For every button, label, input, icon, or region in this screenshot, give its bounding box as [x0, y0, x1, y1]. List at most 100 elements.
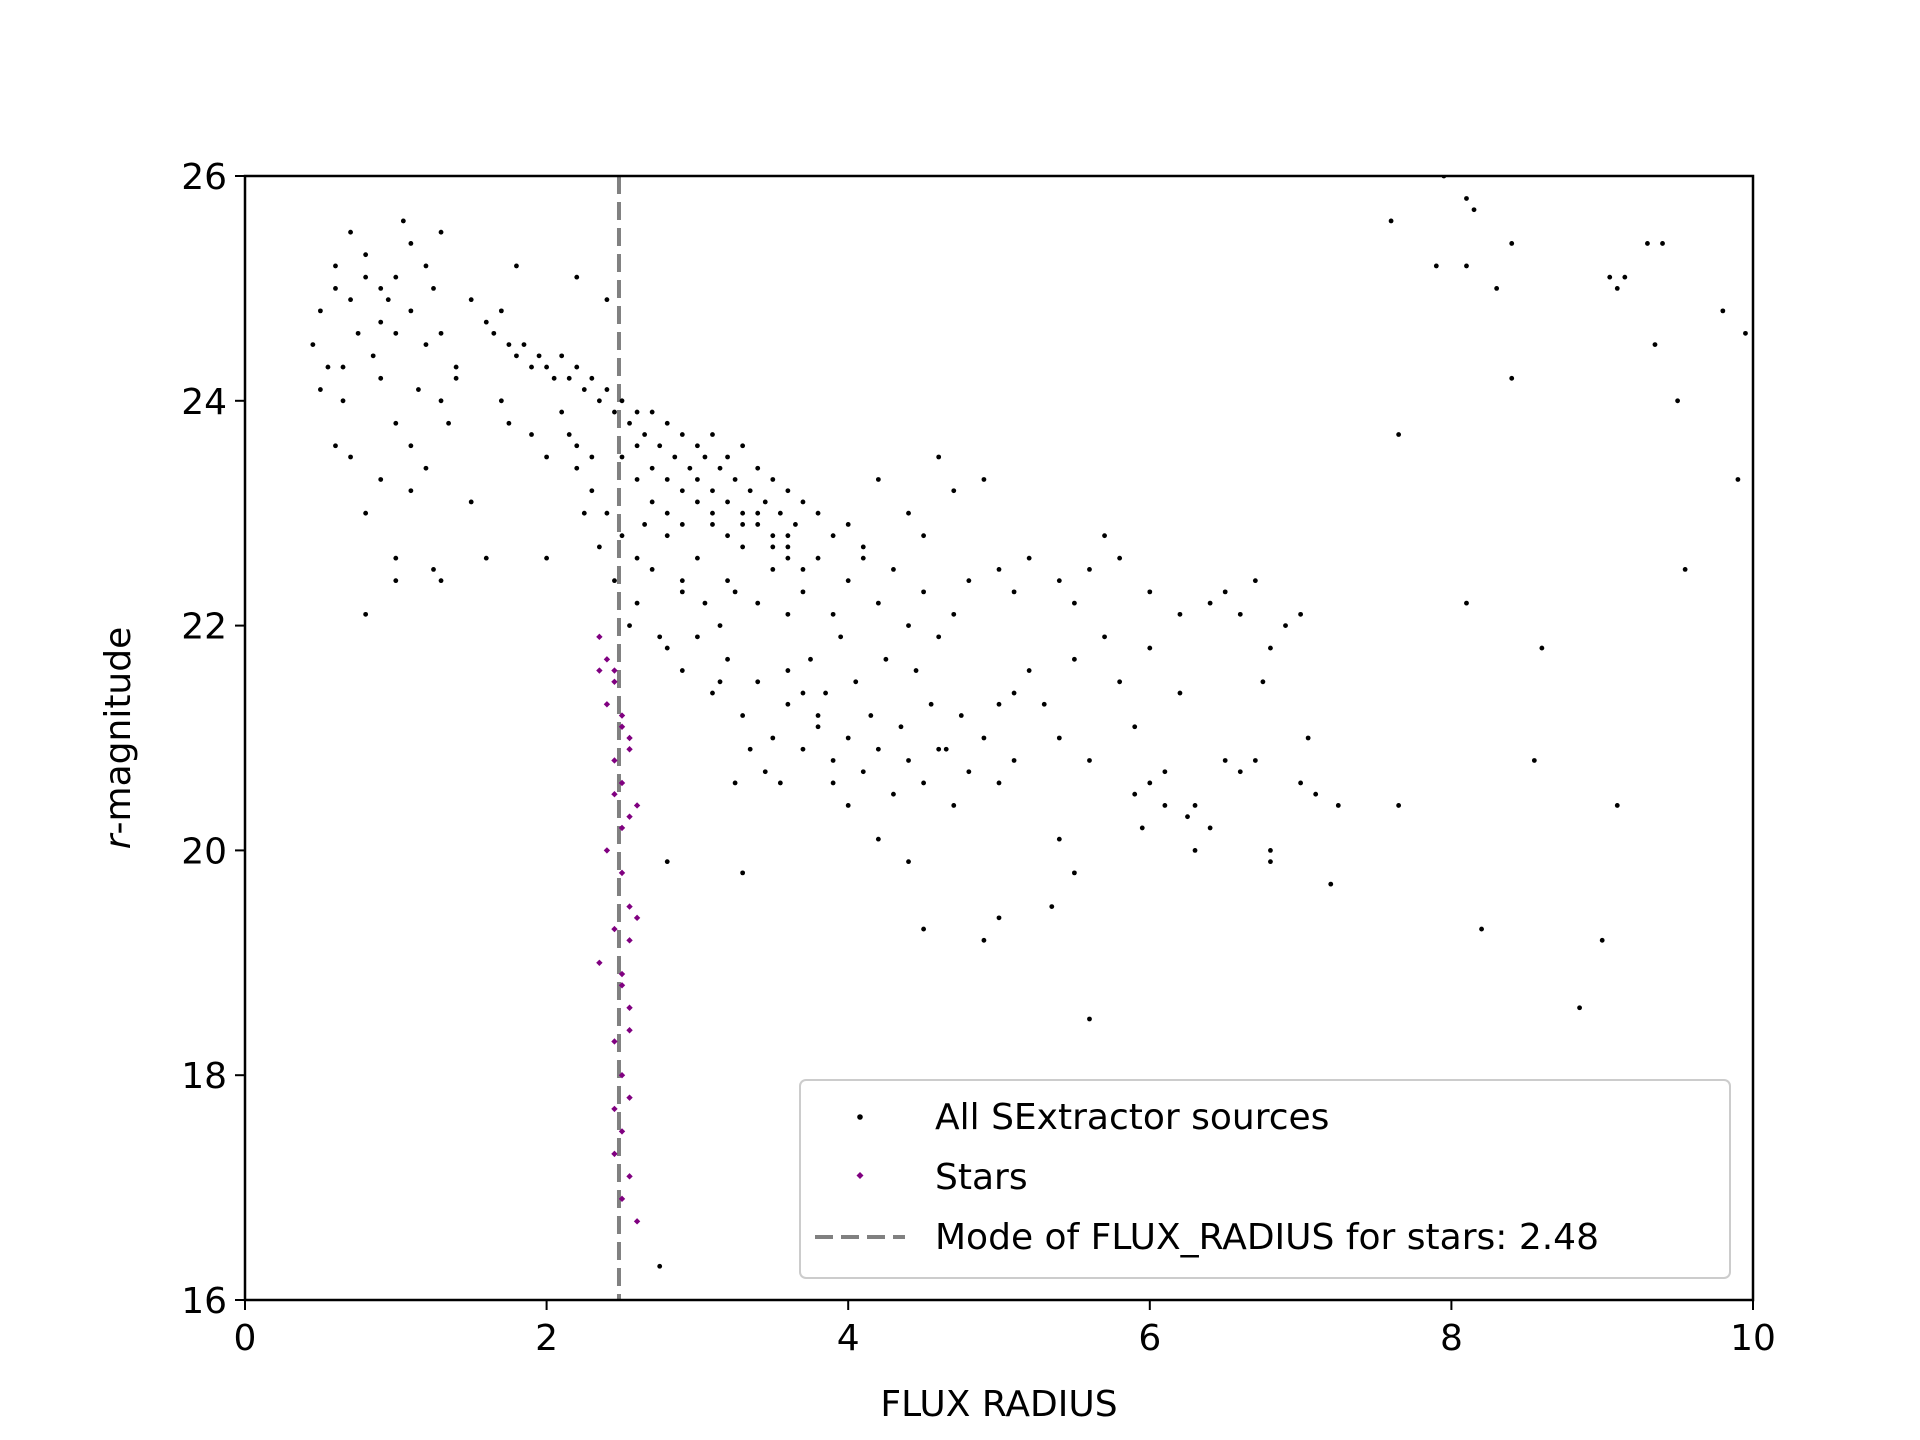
- star-point: [626, 937, 633, 944]
- y-tick-label: 26: [181, 157, 227, 198]
- source-point: [423, 263, 429, 269]
- source-point: [717, 465, 723, 471]
- source-point: [1011, 690, 1017, 696]
- star-point: [633, 914, 641, 922]
- star-point: [603, 847, 611, 854]
- source-point: [1599, 937, 1605, 943]
- source-point: [695, 477, 700, 482]
- star-point: [596, 959, 603, 966]
- source-point: [1260, 679, 1266, 685]
- star-point: [618, 869, 626, 877]
- source-point: [875, 600, 881, 606]
- source-point: [1087, 758, 1092, 763]
- source-point: [1675, 398, 1680, 404]
- legend-marker-stars: [856, 1172, 864, 1179]
- source-point: [649, 567, 655, 572]
- plot-frame: [243, 174, 1755, 1302]
- source-point: [996, 915, 1002, 921]
- source-point: [348, 229, 353, 235]
- source-point: [710, 432, 715, 437]
- source-point: [649, 499, 655, 505]
- source-point: [1117, 679, 1123, 685]
- source-point: [1660, 241, 1665, 246]
- star-point: [618, 1072, 626, 1079]
- source-point: [506, 420, 512, 426]
- star-point: [596, 667, 603, 674]
- source-point: [1268, 645, 1273, 651]
- source-point: [468, 297, 474, 303]
- source-point: [1614, 286, 1620, 291]
- source-point: [762, 499, 768, 505]
- source-point: [679, 432, 685, 437]
- star-point: [618, 824, 626, 832]
- source-point: [913, 668, 919, 673]
- y-tick-label: 22: [181, 607, 227, 648]
- source-point: [1147, 589, 1153, 595]
- source-point: [1298, 780, 1303, 786]
- source-point: [770, 567, 776, 572]
- source-point: [770, 544, 776, 550]
- star-point: [603, 701, 611, 708]
- source-point: [875, 836, 881, 842]
- source-point: [725, 454, 730, 460]
- source-point: [830, 758, 836, 763]
- source-point: [634, 555, 640, 561]
- source-point: [393, 578, 399, 584]
- source-point: [717, 623, 723, 628]
- source-point: [936, 746, 942, 752]
- source-point: [574, 465, 580, 471]
- source-point: [966, 769, 972, 775]
- data-points-layer: [310, 176, 1748, 1269]
- star-point: [626, 1094, 633, 1101]
- y-axis-label: r-magnitude: [98, 627, 139, 850]
- source-point: [514, 353, 519, 359]
- source-point: [566, 375, 572, 381]
- star-point: [611, 1150, 618, 1158]
- source-point: [596, 398, 602, 404]
- source-point: [725, 499, 730, 505]
- source-point: [800, 690, 806, 696]
- source-point: [823, 690, 828, 696]
- source-point: [883, 656, 889, 662]
- source-point: [1237, 611, 1243, 617]
- legend-label-all-sources: All SExtractor sources: [935, 1097, 1329, 1138]
- source-point: [921, 926, 926, 932]
- source-point: [1743, 330, 1748, 336]
- source-point: [921, 589, 926, 595]
- source-point: [777, 780, 783, 786]
- star-point: [626, 903, 633, 910]
- source-point: [1087, 567, 1092, 572]
- source-point: [710, 522, 715, 527]
- source-point: [815, 713, 821, 718]
- source-point: [544, 454, 549, 460]
- source-point: [581, 510, 587, 516]
- source-point: [921, 780, 926, 786]
- source-point: [717, 679, 723, 685]
- source-point: [491, 330, 497, 336]
- star-point: [618, 1195, 626, 1203]
- source-point: [906, 623, 911, 628]
- source-point: [740, 510, 746, 516]
- legend-box: [799, 1079, 1731, 1279]
- source-point: [596, 544, 602, 550]
- source-point: [800, 746, 806, 752]
- legend: All SExtractor sources Stars Mode of FLU…: [799, 1079, 1731, 1279]
- source-point: [951, 488, 957, 494]
- x-tick-label: 2: [535, 1318, 558, 1359]
- source-point: [408, 308, 414, 314]
- source-point: [966, 578, 972, 584]
- star-point: [626, 734, 633, 742]
- source-point: [1162, 769, 1168, 775]
- star-point: [611, 667, 618, 674]
- source-point: [815, 555, 821, 561]
- source-point: [785, 533, 791, 539]
- star-point: [611, 791, 618, 798]
- source-point: [1117, 555, 1123, 561]
- source-point: [544, 555, 549, 561]
- source-point: [348, 454, 353, 460]
- source-point: [378, 286, 384, 291]
- star-point: [618, 712, 626, 719]
- source-point: [1531, 758, 1537, 763]
- star-point: [611, 925, 618, 933]
- source-point: [506, 342, 512, 347]
